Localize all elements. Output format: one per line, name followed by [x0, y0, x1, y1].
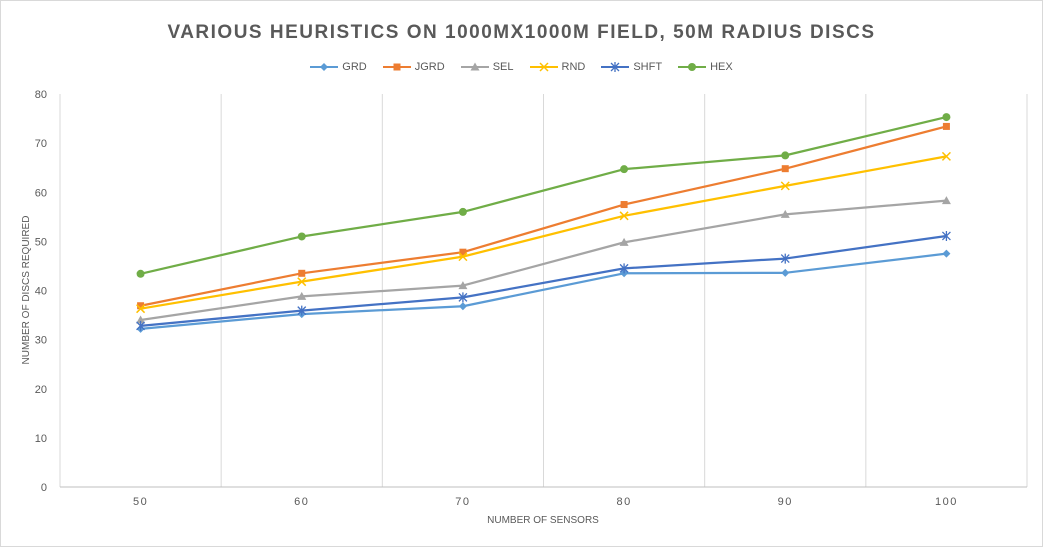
y-tick-label: 40 — [35, 286, 47, 298]
data-point — [297, 291, 307, 300]
y-tick-label: 10 — [35, 433, 47, 445]
y-tick-label: 60 — [35, 187, 47, 199]
data-point — [137, 302, 145, 310]
y-tick-label: 20 — [35, 384, 47, 396]
legend-swatch — [678, 63, 707, 71]
legend-label: SEL — [492, 61, 514, 73]
series-layer — [136, 113, 951, 333]
series-rnd — [136, 151, 951, 314]
data-point — [780, 209, 790, 218]
data-point — [136, 269, 145, 278]
legend-label: SHFT — [633, 61, 663, 73]
data-point — [619, 263, 629, 274]
data-point — [781, 268, 790, 277]
y-tick-label: 0 — [41, 482, 47, 494]
legend-marker — [610, 62, 620, 72]
data-point — [781, 151, 790, 160]
data-point — [458, 292, 468, 303]
series-line — [140, 252, 947, 330]
x-tick-label: 100 — [935, 496, 958, 508]
y-tick-label: 30 — [35, 335, 47, 347]
data-point — [942, 122, 950, 130]
x-tick-label: 60 — [294, 496, 309, 508]
legend-item-jgrd: JGRD — [382, 61, 445, 73]
legend-marker — [688, 63, 697, 71]
data-point — [620, 165, 629, 174]
legend-swatch — [382, 63, 411, 71]
data-point — [136, 315, 146, 324]
legend-swatch — [460, 62, 489, 71]
series-line — [140, 199, 947, 322]
y-axis-title: NUMBER OF DISCS REQUIRED — [21, 216, 32, 365]
data-point — [941, 230, 951, 241]
data-point — [136, 304, 146, 314]
x-axis-title: NUMBER OF SENSORS — [487, 515, 599, 526]
data-point — [297, 232, 306, 241]
data-point — [136, 320, 146, 331]
data-point — [942, 113, 951, 122]
x-tick-label: 90 — [778, 496, 793, 508]
legend-swatch — [601, 62, 630, 72]
data-point — [458, 252, 468, 262]
legend-item-shft: SHFT — [601, 61, 662, 73]
legend-item-sel: SEL — [460, 61, 514, 73]
legend-marker — [538, 62, 549, 72]
legend-swatch — [529, 62, 558, 72]
series-jgrd — [137, 122, 950, 310]
y-tick-label: 80 — [35, 89, 47, 101]
data-point — [459, 248, 467, 256]
legend-label: RND — [561, 61, 586, 73]
series-shft — [136, 230, 951, 331]
data-point — [458, 281, 468, 290]
legend-label: JGRD — [414, 61, 445, 73]
x-tick-label: 80 — [616, 496, 631, 508]
data-point — [619, 211, 629, 221]
data-point — [620, 201, 628, 209]
legend-item-hex: HEX — [678, 61, 733, 73]
data-point — [780, 181, 790, 191]
series-sel — [136, 196, 951, 324]
y-tick-label: 50 — [35, 236, 47, 248]
legend-label: GRD — [342, 61, 367, 73]
legend-marker — [470, 62, 480, 71]
series-line — [140, 125, 947, 307]
legend-item-rnd: RND — [529, 61, 586, 73]
data-point — [941, 196, 951, 205]
legend: GRD JGRD SEL RND SHFT HEX — [0, 61, 1043, 73]
chart-title: VARIOUS HEURISTICS ON 1000MX1000M FIELD,… — [167, 22, 876, 43]
legend-label: HEX — [710, 61, 733, 73]
data-point — [297, 277, 307, 287]
data-point — [297, 305, 307, 316]
legend-marker — [393, 63, 401, 71]
series-hex — [136, 113, 951, 278]
legend-swatch — [310, 63, 339, 71]
series-line — [140, 234, 947, 327]
legend-marker — [320, 63, 329, 71]
series-line — [140, 155, 947, 310]
data-point — [298, 269, 306, 277]
data-point — [458, 302, 467, 311]
data-point — [781, 165, 789, 173]
y-tick-label: 70 — [35, 138, 47, 150]
data-point — [942, 249, 951, 258]
data-point — [780, 253, 790, 264]
series-line — [140, 115, 947, 275]
legend-item-grd: GRD — [310, 61, 367, 73]
data-point — [458, 207, 467, 216]
x-tick-label: 50 — [133, 496, 148, 508]
data-point — [941, 151, 951, 161]
axes: 0 10 20 30 40 50 60 70 80 50 60 70 80 90 100 — [35, 89, 1027, 508]
x-tick-label: 70 — [455, 496, 470, 508]
data-point — [619, 237, 629, 246]
